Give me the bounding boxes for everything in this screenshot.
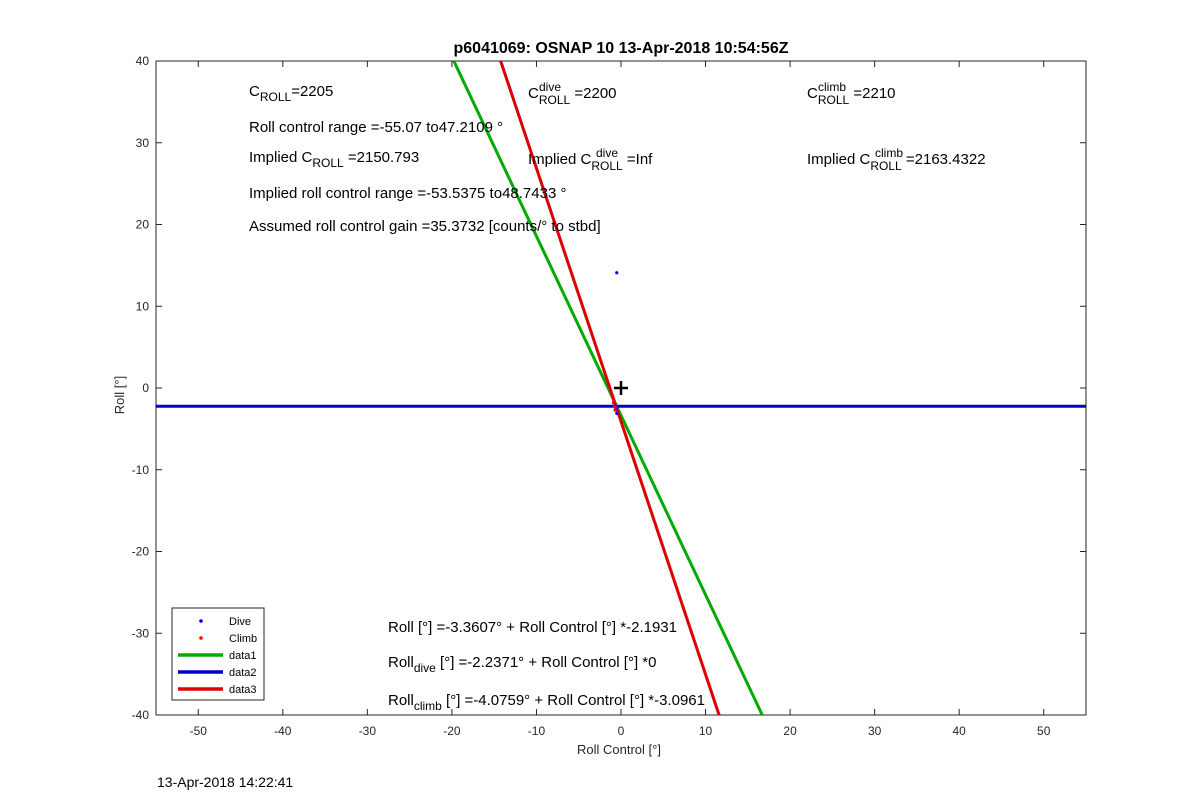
y-tick-label: -30 (132, 626, 150, 640)
series-line-data3 (499, 61, 721, 715)
x-tick-label: 50 (1037, 724, 1051, 738)
data-point-climb (612, 405, 616, 409)
legend-marker-climb (199, 636, 203, 640)
y-tick-label: -10 (132, 463, 150, 477)
implied-c-roll-dive-superscript: dive (596, 146, 618, 160)
implied-c-roll-climb-superscript: climb (875, 146, 903, 160)
implied-c-roll-climb: Implied CROLL =2163.4322 (807, 151, 986, 173)
implied-roll-control-range: Implied roll control range =-53.5375 to4… (249, 185, 566, 202)
series (156, 61, 1086, 715)
fit-lines (156, 61, 1086, 715)
implied-c-roll: Implied CROLL =2150.793 (249, 149, 419, 170)
footer-timestamp: 13-Apr-2018 14:22:41 (157, 774, 293, 790)
y-tick-label: -40 (132, 708, 150, 722)
assumed-roll-control-gain: Assumed roll control gain =35.3732 [coun… (249, 218, 601, 235)
y-tick-label: 20 (136, 218, 150, 232)
fit-equation-all: Roll [°] =-3.3607° + Roll Control [°] *-… (388, 619, 677, 636)
c-roll-climb-annotation: CROLL =2210 (807, 85, 896, 107)
y-tick-label: 10 (136, 299, 150, 313)
data-point-dive (615, 271, 619, 275)
x-tick-label: 10 (699, 724, 713, 738)
legend-label-data2: data2 (229, 667, 257, 679)
legend: Dive Climb data1 data2 data3 (171, 607, 265, 701)
legend-label-data1: data1 (229, 650, 257, 662)
data-point-climb (613, 408, 617, 412)
legend-label-climb: Climb (229, 633, 257, 645)
data-point-climb (611, 401, 615, 405)
legend-label-dive: Dive (229, 616, 251, 628)
y-tick-label: 40 (136, 54, 150, 68)
fit-equation-climb: Rollclimb [°] =-4.0759° + Roll Control [… (388, 692, 705, 713)
c-roll-dive-annotation: CROLL =2200 (528, 85, 617, 107)
chart-title: p6041069: OSNAP 10 13-Apr-2018 10:54:56Z (454, 40, 789, 57)
roll-control-range: Roll control range =-55.07 to47.2109 ° (249, 119, 503, 136)
x-tick-label: 30 (868, 724, 882, 738)
c-roll-climb-superscript: climb (818, 80, 846, 94)
fit-equation-dive: Rolldive [°] =-2.2371° + Roll Control [°… (388, 654, 656, 675)
y-tick-label: 0 (142, 381, 149, 395)
y-tick-label: 30 (136, 136, 150, 150)
x-tick-label: 0 (618, 724, 625, 738)
axes-box (155, 60, 1087, 716)
y-tick-label: -20 (132, 545, 150, 559)
legend-items: Dive Climb data1 data2 data3 (178, 616, 257, 696)
tick-labels: -50 -40 -30 -20 -10 0 10 20 30 40 50 -40 -30 -20 -10 0 1… (132, 54, 1051, 738)
legend-label-data3: data3 (229, 684, 257, 696)
legend-marker-dive (199, 619, 203, 623)
x-tick-label: -50 (190, 724, 208, 738)
series-line-data1 (452, 61, 764, 715)
data-point-dive (615, 411, 619, 415)
x-tick-label: 40 (953, 724, 967, 738)
y-axis-label: Roll [°] (112, 376, 127, 414)
x-tick-label: -30 (359, 724, 377, 738)
x-tick-label: -10 (528, 724, 546, 738)
c-roll-dive-superscript: dive (539, 80, 561, 94)
c-roll-annotation: CROLL=2205 (249, 83, 333, 104)
implied-c-roll-dive: Implied CROLL =Inf (528, 151, 653, 173)
x-axis-label: Roll Control [°] (577, 742, 661, 757)
x-tick-label: 20 (783, 724, 797, 738)
x-tick-label: -20 (443, 724, 461, 738)
x-tick-label: -40 (274, 724, 292, 738)
